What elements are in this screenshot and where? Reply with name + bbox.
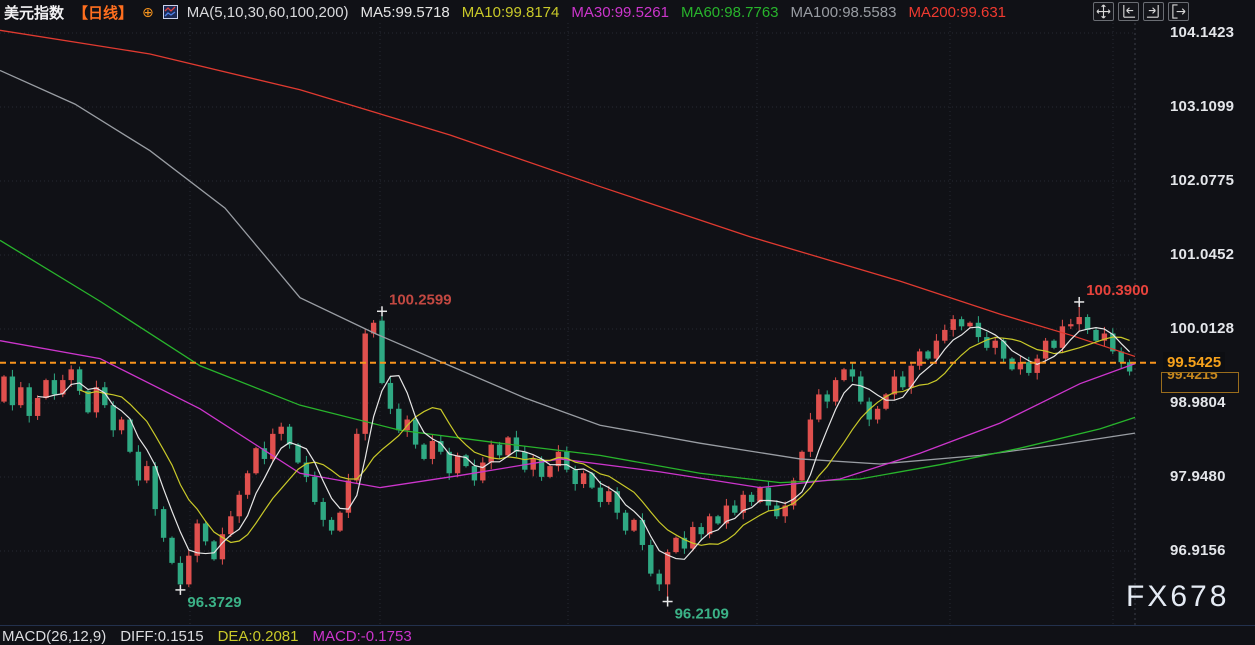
ma60-value: MA60:98.7763 — [680, 3, 779, 21]
ma5-value: MA5:99.5718 — [360, 3, 450, 21]
ma100-value: MA100:98.5583 — [790, 3, 897, 21]
axis-label: 96.9156 — [1170, 542, 1226, 559]
svg-text:100.3900: 100.3900 — [1086, 282, 1149, 299]
symbol-name: 美元指数 — [4, 4, 65, 22]
chart-toolbar — [1093, 2, 1189, 21]
panel-divider — [0, 625, 1255, 626]
axis-label: 100.0128 — [1170, 320, 1235, 337]
ma200-value: MA200:99.631 — [908, 3, 1007, 21]
axis-label: 102.0775 — [1170, 172, 1235, 189]
axis-label: 104.1423 — [1170, 24, 1235, 41]
pan-left-icon — [1123, 4, 1136, 18]
add-compare-icon[interactable]: ⊕ — [142, 3, 154, 20]
indicator-chart-icon[interactable] — [162, 5, 178, 19]
svg-text:96.3729: 96.3729 — [187, 594, 241, 611]
exit-button[interactable] — [1168, 2, 1189, 21]
ma-legend: MA(5,10,30,60,100,200) MA5:99.5718 MA10:… — [187, 4, 1006, 21]
ma30-value: MA30:99.5261 — [571, 3, 669, 21]
pan-left-button[interactable] — [1118, 2, 1139, 21]
ma-params-label: MA(5,10,30,60,100,200) — [186, 3, 349, 21]
axis-label: 101.0452 — [1170, 246, 1235, 263]
cursor-price-value: 99.4215 — [1167, 371, 1218, 382]
cursor-price-box: 99.4215 — [1161, 371, 1239, 393]
svg-text:100.2599: 100.2599 — [389, 291, 452, 308]
pan-right-button[interactable] — [1143, 2, 1164, 21]
pan-right-icon — [1146, 4, 1159, 18]
axis-label: 97.9480 — [1170, 468, 1226, 485]
ma10-value: MA10:99.8174 — [461, 3, 560, 21]
move-icon — [1096, 4, 1111, 19]
period-label[interactable]: 【日线】 — [73, 4, 134, 22]
move-button[interactable] — [1093, 2, 1114, 21]
last-price-label: 99.5425 — [1163, 351, 1226, 372]
exit-icon — [1172, 4, 1186, 19]
fx678-watermark: FX678 — [1126, 580, 1230, 613]
axis-label: 98.9804 — [1170, 394, 1226, 411]
axis-label: 103.1099 — [1170, 98, 1235, 115]
svg-text:96.2109: 96.2109 — [675, 606, 729, 623]
chart-header: 美元指数 【日线】 ⊕ MA(5,10,30,60,100,200) MA5:9… — [4, 2, 1006, 22]
